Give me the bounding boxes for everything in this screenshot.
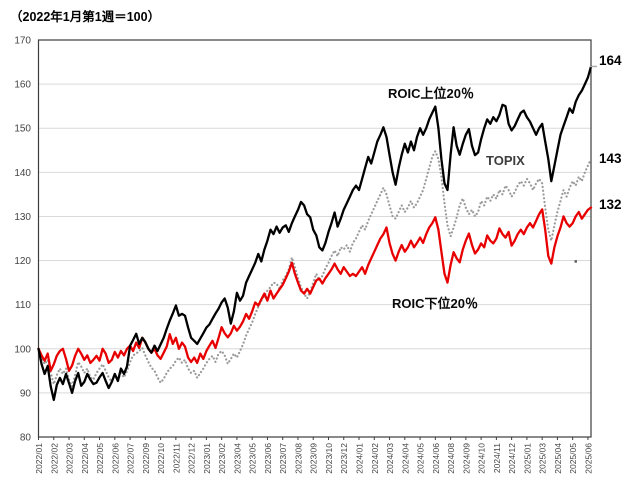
y-tick-label: 80 [20,433,32,444]
x-tick-label: 2024/03 [385,443,395,474]
series-label-roic-top: ROIC上位20％ [388,86,474,101]
x-tick-label: 2024/01 [355,443,365,474]
x-tick-label: 2023/02 [217,443,227,474]
chart-title: （2022年1月第1週＝100） [10,10,161,24]
x-tick-label: 2024/09 [461,443,471,474]
x-tick-label: 2024/02 [370,443,380,474]
y-tick-label: 150 [14,124,31,135]
y-tick-label: 130 [14,212,31,223]
x-tick-label: 2023/07 [278,443,288,474]
x-tick-label: 2023/01 [202,443,212,474]
x-tick-label: 2023/08 [293,443,303,474]
y-tick-label: 100 [14,344,31,355]
x-tick-label: 2024/05 [416,443,426,474]
x-tick-label: 2022/07 [126,443,136,474]
x-tick-label: 2022/09 [141,443,151,474]
end-value-roic-bottom: 132 [599,197,622,212]
x-tick-label: 2025/01 [522,443,532,474]
x-tick-label: 2025/03 [538,443,548,474]
y-tick-label: 160 [14,80,31,91]
x-tick-label: 2022/12 [187,443,197,474]
x-tick-label: 2022/10 [156,443,166,474]
x-tick-label: 2022/02 [49,443,59,474]
x-tick-label: 2024/06 [431,443,441,474]
x-tick-label: 2023/04 [232,443,242,474]
line-topix [37,150,593,388]
series-label-topix: TOPIX [486,153,525,168]
x-tick-label: 2024/08 [446,443,456,474]
x-tick-label: 2023/10 [324,443,334,474]
y-tick-label: 120 [14,256,31,267]
y-tick-label: 170 [14,36,31,47]
x-tick-label: 2025/04 [553,443,563,474]
y-tick-label: 110 [15,300,31,311]
x-tick-label: 2025/06 [583,443,593,474]
y-tick-label: 90 [20,388,32,399]
end-value-roic-top: 164 [599,53,622,68]
x-tick-label: 2024/12 [507,443,517,474]
plot-frame [37,39,592,438]
x-tick-label: 2023/12 [339,443,349,474]
y-tick-label: 140 [14,168,31,179]
x-tick-label: 2023/05 [248,443,258,474]
x-tick-label: 2024/10 [477,443,487,474]
x-tick-label: 2022/04 [80,443,90,474]
series-label-roic-bottom: ROIC下位20％ [392,296,478,311]
x-tick-label: 2022/11 [171,443,181,473]
x-tick-label: 2023/09 [309,443,319,474]
x-tick-label: 2022/05 [95,443,105,474]
x-tick-label: 2022/06 [110,443,120,474]
x-tick-label: 2024/11 [492,443,502,473]
end-value-topix: 143 [599,151,622,166]
x-tick-label: 2025/05 [568,443,578,474]
stray-dot [574,260,577,263]
x-tick-label: 2022/03 [65,443,75,474]
line-roic-top [37,65,593,402]
x-tick-label: 2023/06 [263,443,273,474]
x-tick-label: 2024/04 [400,443,410,474]
x-tick-label: 2022/01 [34,443,44,474]
